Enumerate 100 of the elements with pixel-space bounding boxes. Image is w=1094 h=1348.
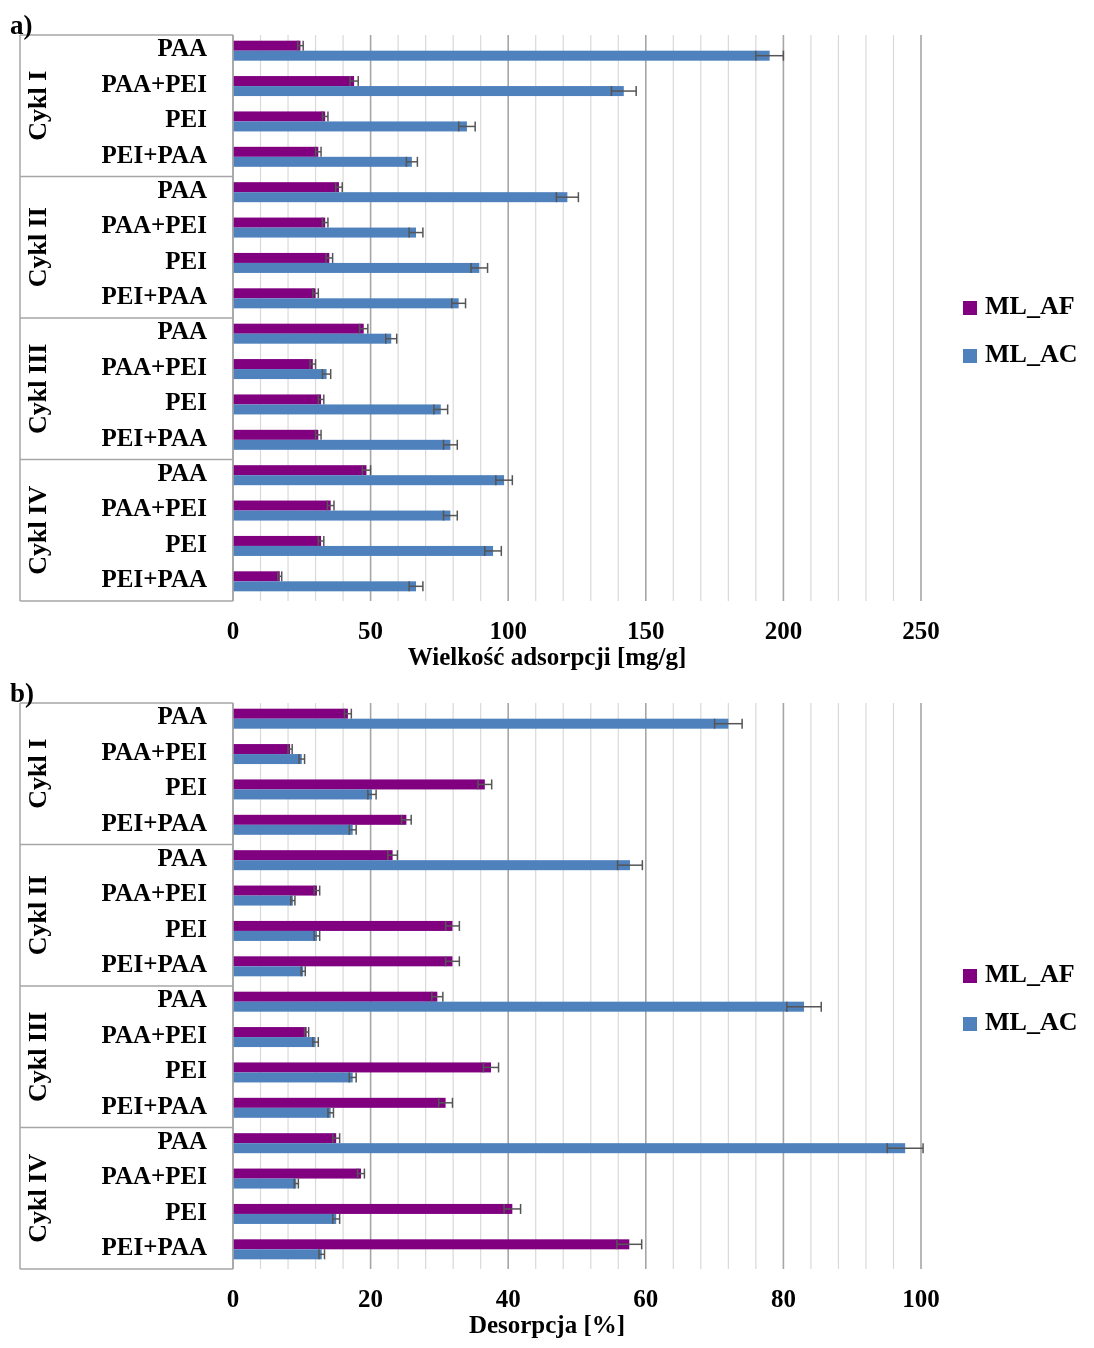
x-tick-label: 40 bbox=[495, 1285, 521, 1312]
y-tick-label: PEI bbox=[165, 388, 207, 416]
bar bbox=[233, 217, 326, 228]
bar bbox=[233, 850, 393, 861]
y-tick-label: PAA bbox=[157, 175, 207, 203]
bar bbox=[233, 581, 417, 592]
bar bbox=[233, 1178, 297, 1189]
legend-label: ML_AC bbox=[985, 338, 1078, 368]
x-tick-label: 250 bbox=[902, 617, 940, 644]
bar bbox=[233, 359, 313, 370]
bar bbox=[233, 1249, 322, 1260]
bar bbox=[233, 860, 630, 871]
chart-title: b) bbox=[10, 678, 35, 708]
bar bbox=[233, 262, 480, 273]
bar bbox=[233, 779, 485, 790]
bar bbox=[233, 182, 339, 193]
bar bbox=[233, 323, 364, 334]
bar bbox=[233, 1037, 316, 1048]
text: Cykl I bbox=[22, 738, 52, 809]
y-tick-label: PEI bbox=[165, 246, 207, 274]
x-tick-label: 80 bbox=[770, 1285, 796, 1312]
y-tick-label: PAA+PEI bbox=[101, 211, 207, 239]
y-tick-label: PEI+PAA bbox=[101, 282, 207, 310]
bar bbox=[233, 404, 441, 415]
bar bbox=[233, 966, 304, 977]
bar bbox=[233, 545, 494, 556]
bar bbox=[233, 439, 451, 450]
y-tick-label: PEI bbox=[165, 1197, 207, 1225]
text: Cykl III bbox=[22, 343, 52, 434]
bar bbox=[233, 1133, 337, 1144]
bar bbox=[233, 814, 407, 825]
bar bbox=[233, 956, 453, 967]
y-tick-label: PEI+PAA bbox=[101, 140, 207, 168]
bar bbox=[233, 824, 353, 835]
bar bbox=[233, 754, 302, 765]
bar bbox=[233, 930, 317, 941]
y-tick-label: PEI+PAA bbox=[101, 1233, 207, 1261]
y-tick-label: PAA+PEI bbox=[101, 1162, 207, 1190]
bar bbox=[233, 192, 568, 203]
y-tick-label: PEI bbox=[165, 105, 207, 133]
x-tick-label: 20 bbox=[358, 1285, 384, 1312]
bar bbox=[233, 475, 505, 486]
bar bbox=[233, 1072, 353, 1083]
legend-label: ML_AF bbox=[985, 958, 1075, 988]
bar bbox=[233, 535, 322, 546]
x-axis-title: Desorpcja [%] bbox=[468, 1311, 626, 1338]
y-tick-label: PAA+PEI bbox=[101, 69, 207, 97]
y-tick-label: PAA bbox=[157, 985, 207, 1013]
chart-title: a) bbox=[10, 10, 33, 40]
bar bbox=[233, 465, 367, 476]
bar bbox=[233, 369, 327, 380]
y-tick-label: PAA+PEI bbox=[101, 494, 207, 522]
x-tick-label: 200 bbox=[764, 617, 803, 644]
bar bbox=[233, 1213, 337, 1224]
bar bbox=[233, 429, 319, 440]
text: Cykl I bbox=[22, 70, 52, 141]
bar bbox=[233, 571, 280, 582]
bar bbox=[233, 76, 355, 87]
y-tick-label: PAA+PEI bbox=[101, 1020, 207, 1048]
x-tick-label: 0 bbox=[226, 617, 240, 644]
bar bbox=[233, 920, 453, 931]
y-tick-label: PAA+PEI bbox=[101, 737, 207, 765]
bar bbox=[233, 895, 293, 906]
bar bbox=[233, 288, 316, 299]
bar bbox=[233, 510, 451, 521]
y-tick-label: PAA bbox=[157, 702, 207, 730]
bar bbox=[233, 1143, 906, 1154]
bar bbox=[233, 298, 459, 309]
bar bbox=[233, 1107, 331, 1118]
x-tick-label: 0 bbox=[226, 1285, 240, 1312]
bar bbox=[233, 252, 330, 263]
x-tick-label: 100 bbox=[489, 617, 527, 644]
bar bbox=[233, 111, 326, 122]
bar bbox=[233, 718, 729, 729]
y-tick-label: PAA bbox=[157, 458, 207, 486]
legend-label: ML_AC bbox=[985, 1006, 1078, 1036]
x-tick-label: 100 bbox=[902, 1285, 940, 1312]
bar bbox=[233, 708, 348, 719]
bar bbox=[233, 1097, 446, 1108]
bar bbox=[233, 333, 392, 344]
bar bbox=[233, 1001, 805, 1012]
y-tick-label: PAA bbox=[157, 843, 207, 871]
text: Cykl III bbox=[22, 1011, 52, 1102]
bar bbox=[233, 991, 438, 1002]
y-tick-label: PEI bbox=[165, 1056, 207, 1084]
bar bbox=[233, 227, 417, 238]
y-tick-label: PEI bbox=[165, 773, 207, 801]
x-tick-label: 50 bbox=[358, 617, 384, 644]
bar bbox=[233, 1062, 491, 1073]
legend-label: ML_AF bbox=[985, 290, 1075, 320]
bar bbox=[233, 394, 322, 405]
text: Cykl II bbox=[22, 207, 52, 288]
text: Cykl IV bbox=[22, 1153, 52, 1243]
bar bbox=[233, 121, 467, 132]
y-tick-label: PEI+PAA bbox=[101, 950, 207, 978]
y-tick-label: PAA bbox=[157, 317, 207, 345]
y-tick-label: PAA bbox=[157, 34, 207, 62]
bar bbox=[233, 86, 624, 97]
bar bbox=[233, 156, 412, 167]
y-tick-label: PEI+PAA bbox=[101, 423, 207, 451]
